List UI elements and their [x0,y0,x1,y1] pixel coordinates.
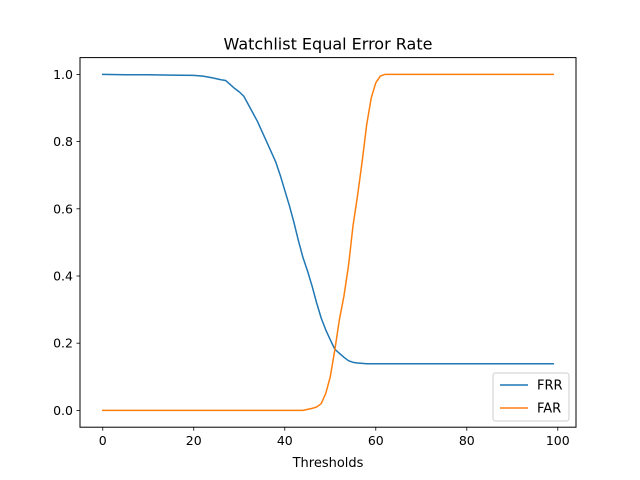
legend-label: FAR [537,402,561,417]
x-tick-label: 20 [186,433,202,448]
x-tick-label: 80 [459,433,475,448]
y-axis-ticks: 0.0 0.2 0.4 0.6 0.8 1.0 [53,67,80,418]
y-tick-label: 1.0 [53,67,73,82]
x-axis-label: Thresholds [292,456,364,471]
series-line-far [102,73,554,412]
plot-frame [79,57,577,428]
x-tick-label: 40 [277,433,293,448]
y-tick-label: 0.0 [53,403,73,418]
legend-label: FRR [537,379,563,394]
x-axis-ticks: 0 20 40 60 80 100 [99,427,570,448]
legend: FRR FAR [492,372,570,422]
series-line-frr [101,73,554,365]
y-tick-label: 0.4 [53,269,73,284]
plot-lines [101,73,554,412]
x-tick-label: 60 [368,433,384,448]
y-tick-label: 0.6 [53,201,73,216]
x-tick-label: 0 [99,433,107,448]
chart-title: Watchlist Equal Error Rate [224,35,433,54]
y-tick-label: 0.2 [53,336,73,351]
y-tick-label: 0.8 [53,134,73,149]
x-tick-label: 100 [546,433,570,448]
